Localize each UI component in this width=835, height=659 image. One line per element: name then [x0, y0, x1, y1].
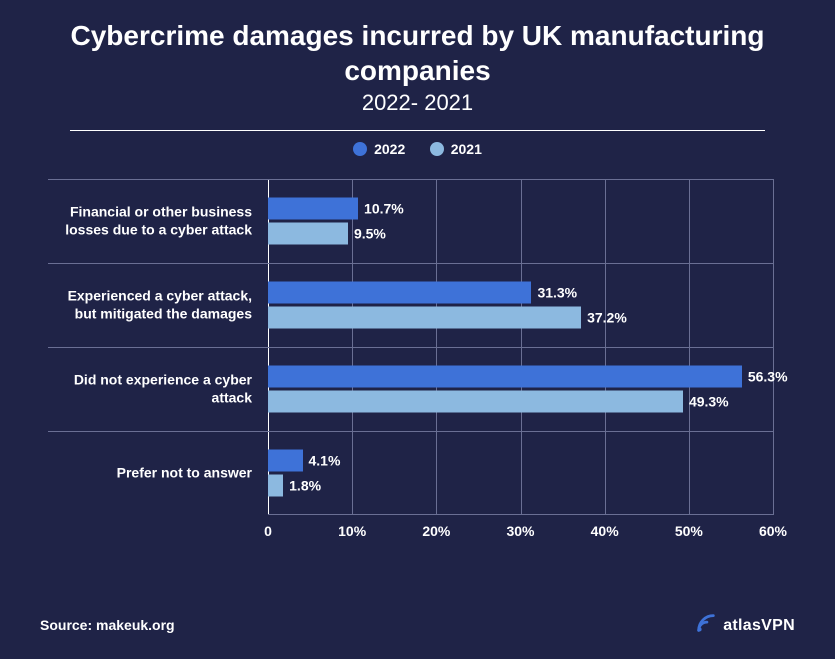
title-divider	[70, 130, 765, 131]
bar: 10.7%	[268, 198, 358, 220]
bar: 4.1%	[268, 450, 303, 472]
legend-label: 2021	[451, 141, 482, 157]
source-text: Source: makeuk.org	[40, 617, 175, 633]
legend-item: 2022	[353, 141, 405, 157]
brand-text: atlasVPN	[723, 617, 795, 635]
group-separator	[48, 179, 773, 180]
x-tick-label: 10%	[338, 523, 366, 539]
bar-value-label: 56.3%	[742, 369, 788, 385]
x-tick-label: 20%	[422, 523, 450, 539]
group-separator	[48, 263, 773, 264]
bar-pair: 4.1% 1.8%	[268, 447, 773, 500]
chart-subtitle: 2022- 2021	[40, 90, 795, 116]
category-group: Did not experience a cyber attack56.3%49…	[268, 347, 773, 431]
plot-area: 010%20%30%40%50%60%Financial or other bu…	[268, 179, 773, 539]
bar-value-label: 31.3%	[531, 285, 577, 301]
x-tick-label: 60%	[759, 523, 787, 539]
group-separator	[48, 431, 773, 432]
bar: 1.8%	[268, 475, 283, 497]
bar: 37.2%	[268, 307, 581, 329]
bar-value-label: 49.3%	[683, 394, 729, 410]
legend-swatch-2022	[353, 142, 367, 156]
bar-pair: 10.7% 9.5%	[268, 195, 773, 248]
title-block: Cybercrime damages incurred by UK manufa…	[40, 18, 795, 116]
group-separator	[48, 347, 773, 348]
bar: 56.3%	[268, 366, 742, 388]
category-label: Prefer not to answer	[48, 464, 260, 482]
legend-swatch-2021	[430, 142, 444, 156]
bar: 31.3%	[268, 282, 531, 304]
bar-value-label: 37.2%	[581, 310, 627, 326]
bar: 9.5%	[268, 223, 348, 245]
bar-value-label: 10.7%	[358, 201, 404, 217]
brand-block: atlasVPN	[695, 612, 795, 639]
bar-value-label: 4.1%	[303, 453, 341, 469]
category-label: Financial or other business losses due t…	[48, 204, 260, 239]
category-group: Experienced a cyber attack, but mitigate…	[268, 263, 773, 347]
grid-line	[773, 179, 774, 515]
category-group: Prefer not to answer4.1%1.8%	[268, 431, 773, 515]
bar-pair: 56.3% 49.3%	[268, 363, 773, 416]
x-tick-label: 30%	[506, 523, 534, 539]
category-label: Experienced a cyber attack, but mitigate…	[48, 288, 260, 323]
chart-container: Cybercrime damages incurred by UK manufa…	[0, 0, 835, 539]
legend-label: 2022	[374, 141, 405, 157]
chart-plot-wrap: 0 10% 20% 30% 40% 50% 60% Financial or other bu…	[48, 179, 787, 539]
x-tick-label: 50%	[675, 523, 703, 539]
chart-title: Cybercrime damages incurred by UK manufa…	[40, 18, 795, 88]
bar: 49.3%	[268, 391, 683, 413]
bar-pair: 31.3%37.2%	[268, 279, 773, 332]
category-group: Financial or other business losses due t…	[268, 179, 773, 263]
legend-item: 2021	[430, 141, 482, 157]
bar-value-label: 1.8%	[283, 478, 321, 494]
legend: 2022 2021	[40, 141, 795, 161]
x-tick-label: 40%	[591, 523, 619, 539]
category-label: Did not experience a cyber attack	[48, 372, 260, 407]
brand-icon	[695, 612, 717, 639]
bar-value-label: 9.5%	[348, 226, 386, 242]
x-tick-label: 0	[264, 523, 272, 539]
